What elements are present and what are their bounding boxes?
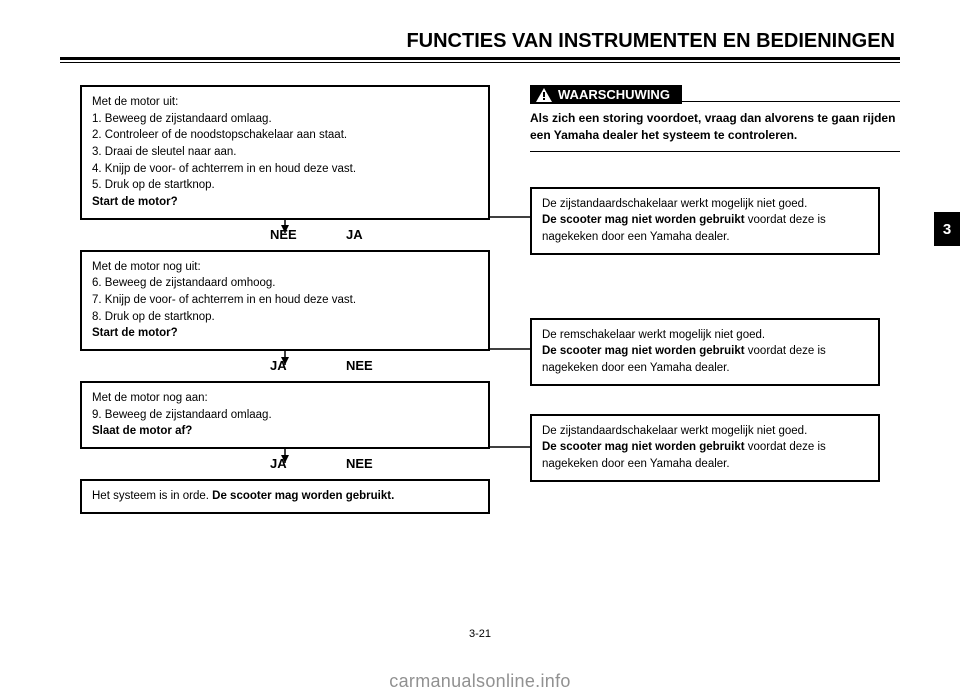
warning-badge: WAARSCHUWING	[530, 85, 682, 104]
manual-page: FUNCTIES VAN INSTRUMENTEN EN BEDIENINGEN	[60, 30, 900, 670]
decision-2-a: JA	[270, 358, 287, 373]
result-box-1: De zijstandaardschakelaar werkt mogelijk…	[530, 187, 880, 255]
warning-rule	[682, 101, 900, 102]
r1-a: De zijstandaardschakelaar werkt mogelijk…	[542, 198, 807, 210]
box1-l4: 4. Knijp de voor- of achterrem in en hou…	[92, 161, 478, 178]
box1-l3: 3. Draai de sleutel naar aan.	[92, 144, 478, 161]
side-tab: 3	[934, 212, 960, 246]
page-number: 3-21	[0, 628, 960, 640]
content-columns: Met de motor uit: 1. Beweeg de zijstanda…	[60, 85, 900, 514]
decision-1-a: NEE	[270, 227, 297, 242]
box1-intro: Met de motor uit:	[92, 94, 478, 111]
result-box-3: De zijstandaardschakelaar werkt mogelijk…	[530, 414, 880, 482]
decision-2: JA NEE	[60, 351, 490, 381]
box4-pre: Het systeem is in orde.	[92, 490, 212, 502]
decision-2-b: NEE	[346, 358, 373, 373]
flow-box-3: Met de motor nog aan: 9. Beweeg de zijst…	[80, 381, 490, 449]
box3-question: Slaat de motor af?	[92, 423, 478, 440]
r2-a: De remschakelaar werkt mogelijk niet goe…	[542, 329, 765, 341]
warning-label: WAARSCHUWING	[558, 87, 670, 102]
spacer	[530, 152, 900, 187]
decision-3-a: JA	[270, 456, 287, 471]
r2-b: De scooter mag niet worden gebruikt	[542, 345, 745, 357]
page-title: FUNCTIES VAN INSTRUMENTEN EN BEDIENINGEN	[60, 30, 900, 57]
box2-l2: 7. Knijp de voor- of achterrem in en hou…	[92, 292, 478, 309]
r3-a: De zijstandaardschakelaar werkt mogelijk…	[542, 425, 807, 437]
box3-l1: 9. Beweeg de zijstandaard omlaag.	[92, 407, 478, 424]
result-box-2: De remschakelaar werkt mogelijk niet goe…	[530, 318, 880, 386]
box1-l1: 1. Beweeg de zijstandaard omlaag.	[92, 111, 478, 128]
box2-intro: Met de motor nog uit:	[92, 259, 478, 276]
title-rule-thin	[60, 62, 900, 63]
box1-l2: 2. Controleer of de noodstopschakelaar a…	[92, 127, 478, 144]
box1-l5: 5. Druk op de startknop.	[92, 177, 478, 194]
flow-box-1: Met de motor uit: 1. Beweeg de zijstanda…	[80, 85, 490, 220]
warning-badge-row: WAARSCHUWING	[530, 85, 900, 104]
flow-box-4: Het systeem is in orde. De scooter mag w…	[80, 479, 490, 514]
decision-1: NEE JA	[60, 220, 490, 250]
r1-b: De scooter mag niet worden gebruikt	[542, 214, 748, 226]
decision-1-b: JA	[346, 227, 363, 242]
box1-question: Start de motor?	[92, 194, 478, 211]
flow-box-2: Met de motor nog uit: 6. Beweeg de zijst…	[80, 250, 490, 351]
box3-intro: Met de motor nog aan:	[92, 390, 478, 407]
box2-question: Start de motor?	[92, 325, 478, 342]
warning-icon	[536, 88, 552, 102]
box2-l1: 6. Beweeg de zijstandaard omhoog.	[92, 275, 478, 292]
warning-text: Als zich een storing voordoet, vraag dan…	[530, 110, 900, 145]
r3-b: De scooter mag niet worden gebruikt	[542, 441, 748, 453]
warning-column: WAARSCHUWING Als zich een storing voordo…	[530, 85, 900, 514]
title-rule-heavy	[60, 57, 900, 60]
watermark: carmanualsonline.info	[0, 671, 960, 692]
box4-bold: De scooter mag worden gebruikt.	[212, 490, 394, 502]
spacer	[530, 255, 900, 318]
decision-3-b: NEE	[346, 456, 373, 471]
flowchart-column: Met de motor uit: 1. Beweeg de zijstanda…	[60, 85, 490, 514]
spacer	[530, 386, 900, 414]
box2-l3: 8. Druk op de startknop.	[92, 309, 478, 326]
decision-3: JA NEE	[60, 449, 490, 479]
